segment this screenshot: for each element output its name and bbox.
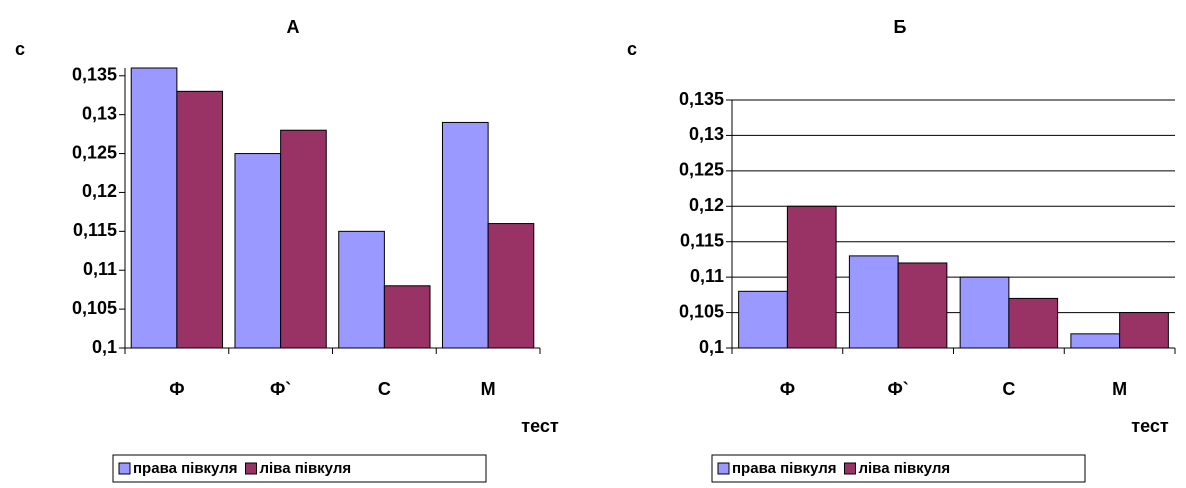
x-tick-label: Ф bbox=[780, 379, 795, 399]
bar bbox=[959, 276, 1010, 349]
legend-box bbox=[112, 454, 487, 483]
bar bbox=[234, 153, 282, 349]
y-tick-label: 0,1 bbox=[92, 337, 117, 357]
bar bbox=[897, 262, 948, 349]
y-axis-label: с bbox=[627, 39, 637, 59]
legend-swatch bbox=[118, 462, 131, 475]
y-tick-label: 0,135 bbox=[72, 65, 117, 85]
x-tick-label: С bbox=[378, 379, 391, 399]
y-tick-label: 0,115 bbox=[73, 220, 117, 240]
bar bbox=[786, 205, 837, 349]
legend-label: права півкуля bbox=[732, 460, 836, 477]
legend-swatch bbox=[717, 462, 730, 475]
y-tick-label: 0,105 bbox=[72, 298, 117, 318]
legend-label: ліва півкуля bbox=[259, 460, 351, 477]
x-tick-label: Ф` bbox=[270, 379, 291, 399]
y-tick-label: 0,13 bbox=[689, 124, 724, 144]
x-tick-label: М bbox=[481, 379, 496, 399]
y-tick-label: 0,105 bbox=[679, 301, 724, 321]
bar bbox=[280, 129, 327, 349]
y-tick-label: 0,11 bbox=[83, 259, 117, 279]
bar bbox=[1070, 333, 1121, 349]
y-tick-label: 0,11 bbox=[690, 266, 724, 286]
bar bbox=[441, 121, 489, 349]
bar bbox=[1119, 312, 1169, 349]
legend-label: права півкуля bbox=[133, 460, 237, 477]
bar bbox=[738, 290, 788, 349]
y-axis-label: с bbox=[15, 39, 25, 59]
legend-swatch bbox=[843, 462, 856, 475]
y-tick-label: 0,125 bbox=[679, 160, 724, 180]
bar bbox=[1008, 297, 1059, 349]
x-tick-label: С bbox=[1002, 379, 1015, 399]
y-tick-label: 0,1 bbox=[699, 337, 724, 357]
bar bbox=[130, 67, 178, 349]
bar bbox=[383, 285, 431, 349]
bar bbox=[848, 255, 899, 349]
y-tick-label: 0,12 bbox=[82, 181, 117, 201]
chart-title: Б bbox=[894, 17, 907, 37]
y-tick-label: 0,125 bbox=[72, 142, 117, 162]
x-tick-label: Ф bbox=[169, 379, 184, 399]
y-tick-label: 0,13 bbox=[82, 103, 117, 123]
y-tick-label: 0,12 bbox=[689, 195, 724, 215]
bar bbox=[338, 230, 385, 349]
bar bbox=[176, 90, 224, 349]
chart-title: А bbox=[287, 17, 300, 37]
x-axis-label: тест bbox=[1131, 416, 1169, 436]
y-tick-label: 0,115 bbox=[680, 230, 724, 250]
legend-swatch bbox=[244, 462, 257, 475]
legend-label: ліва півкуля bbox=[858, 460, 950, 477]
x-tick-label: Ф` bbox=[887, 379, 908, 399]
y-tick-label: 0,135 bbox=[679, 89, 724, 109]
x-axis-label: тест bbox=[521, 416, 559, 436]
legend-box bbox=[711, 454, 1086, 483]
x-tick-label: М bbox=[1112, 379, 1127, 399]
bar bbox=[487, 223, 535, 349]
